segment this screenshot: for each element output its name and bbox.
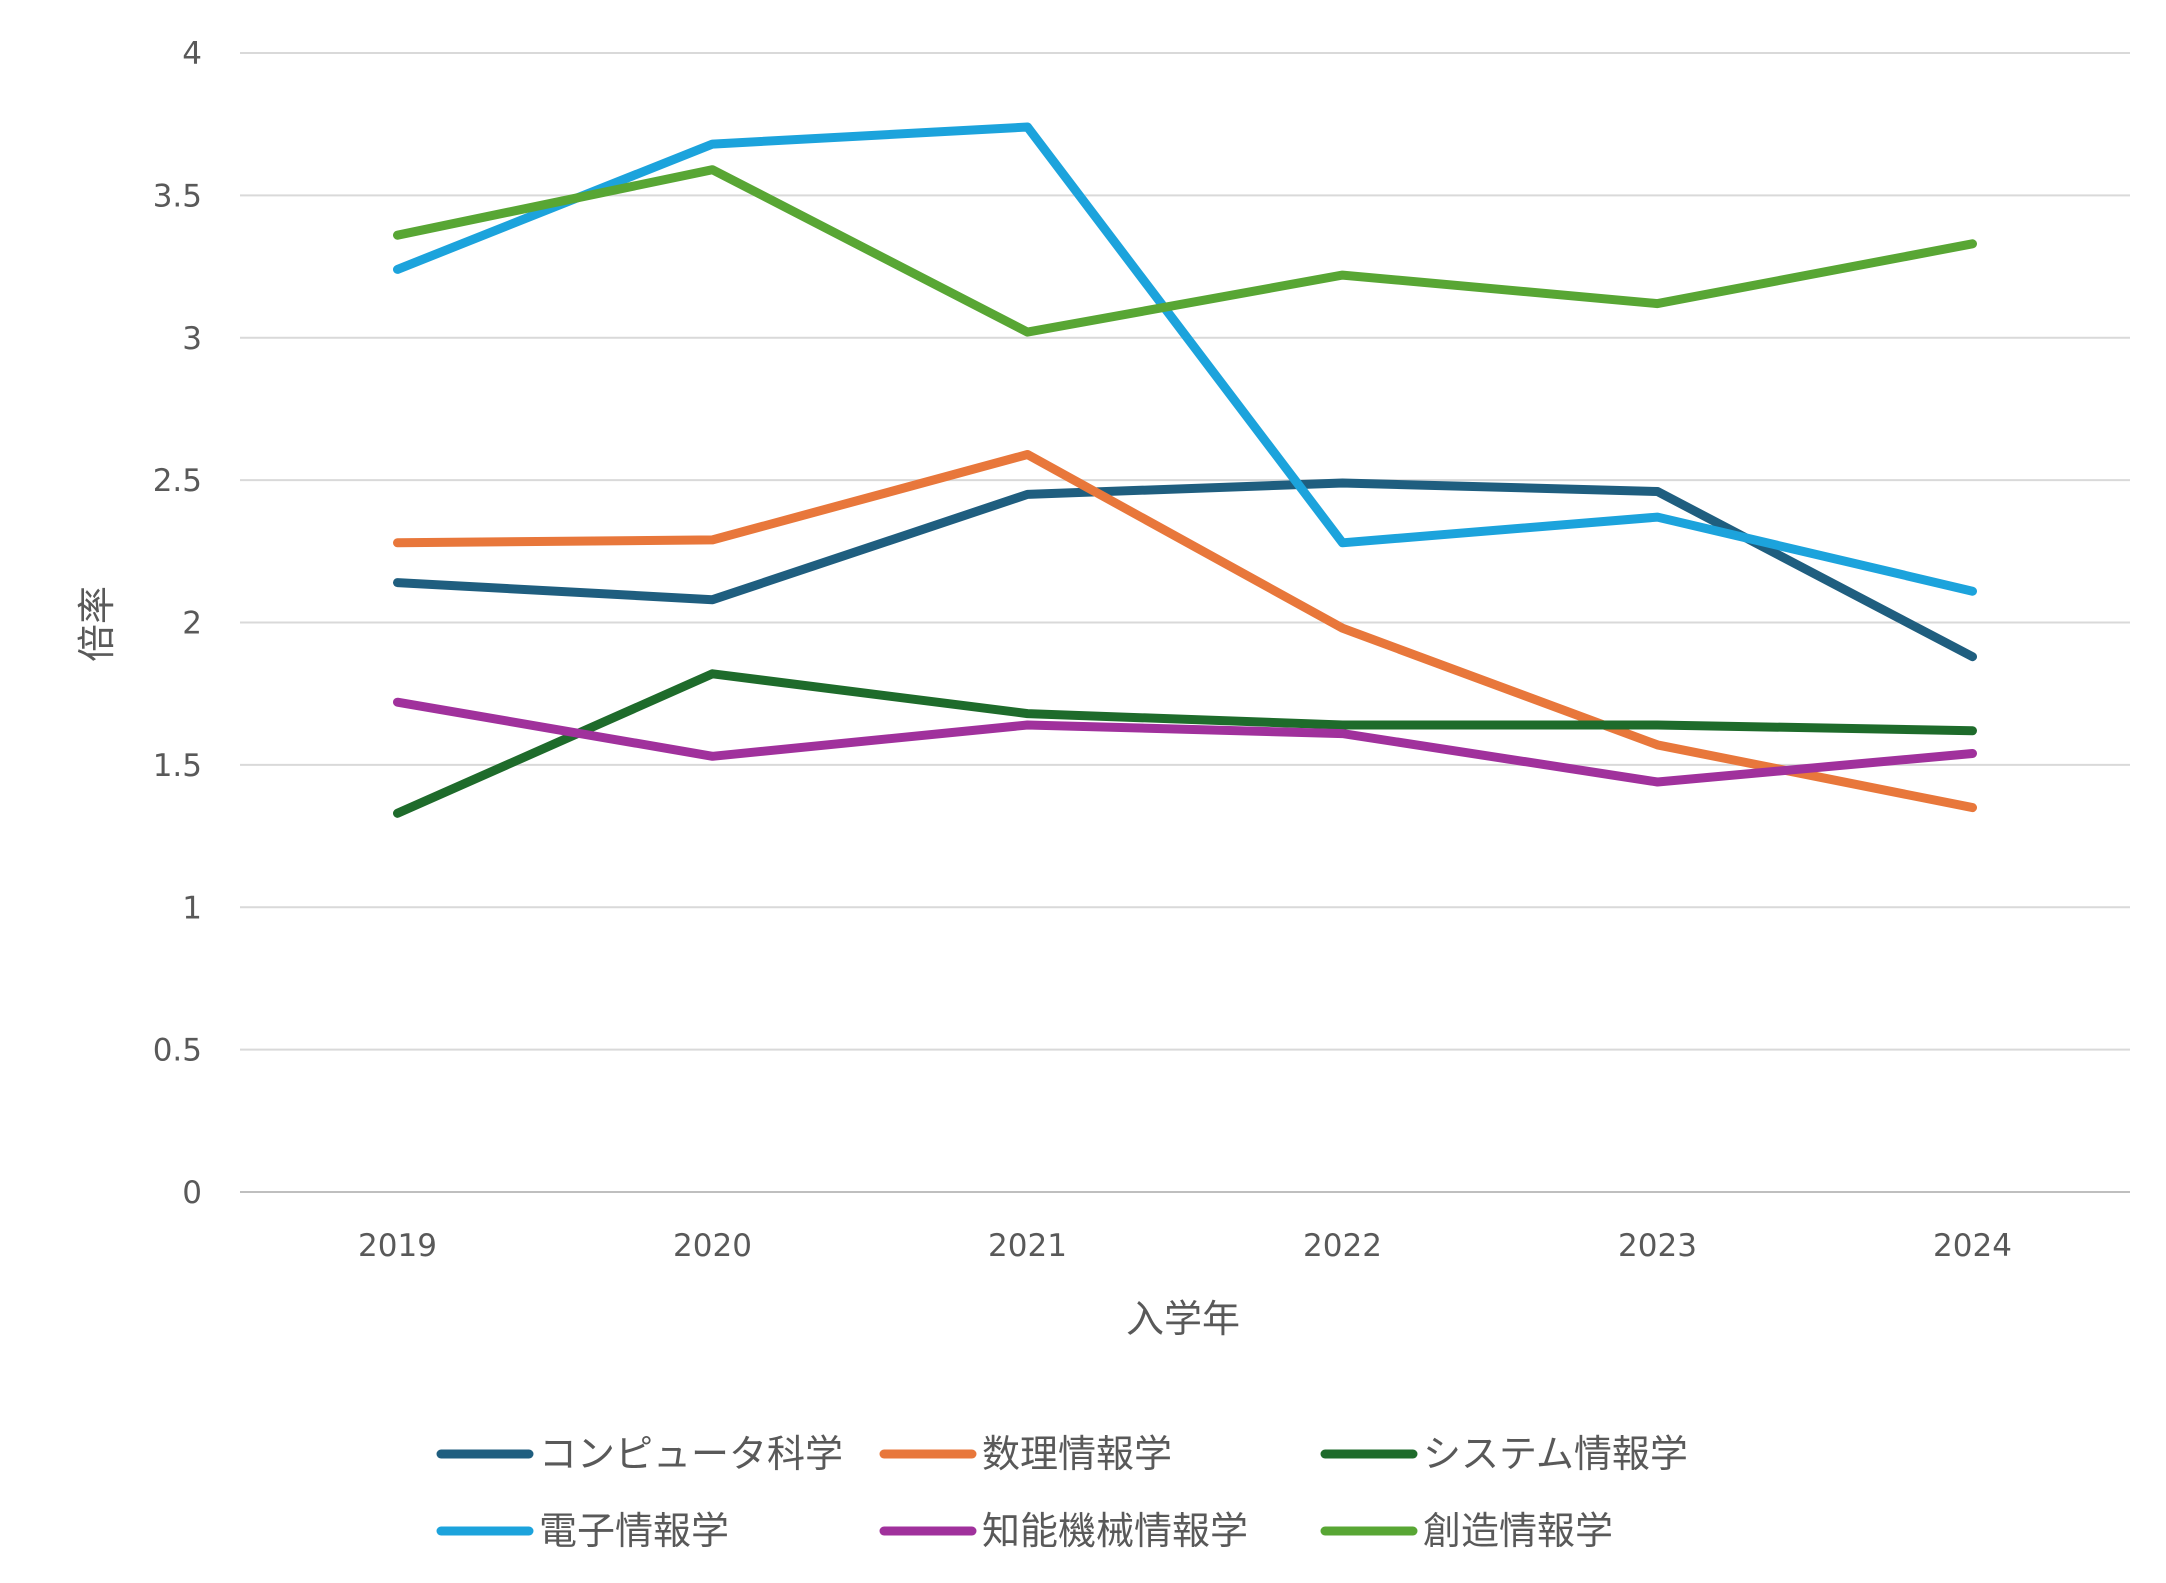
legend-label: 知能機械情報学 xyxy=(982,1509,1248,1553)
series-line-6 xyxy=(393,165,1977,337)
y-tick-label: 3 xyxy=(182,321,202,357)
series-line-2 xyxy=(393,450,1977,813)
legend-label: 創造情報学 xyxy=(1423,1509,1613,1553)
legend-label: 数理情報学 xyxy=(982,1432,1172,1476)
series-line-5 xyxy=(393,697,1977,787)
x-axis-ticks: 2019 2020 2021 2022 2023 2024 xyxy=(358,1228,2012,1264)
series-lines xyxy=(393,122,1977,818)
y-tick-label: 4 xyxy=(182,36,202,72)
y-axis-ticks: 0 0.5 1 1.5 2 2.5 3 3.5 4 xyxy=(153,36,202,1211)
y-tick-label: 3.5 xyxy=(153,178,202,214)
legend-label: コンピュータ科学 xyxy=(539,1432,843,1476)
y-tick-label: 1 xyxy=(182,890,202,926)
series-line-3 xyxy=(393,669,1977,818)
series-line-4 xyxy=(393,122,1977,596)
gridlines xyxy=(240,52,2130,1193)
y-tick-label: 0.5 xyxy=(153,1033,202,1069)
legend-label: 電子情報学 xyxy=(539,1509,729,1553)
x-axis-title: 入学年 xyxy=(1126,1297,1240,1341)
x-tick-label: 2019 xyxy=(358,1228,437,1264)
series-line-1 xyxy=(393,478,1977,662)
x-tick-label: 2021 xyxy=(988,1228,1067,1264)
x-tick-label: 2023 xyxy=(1618,1228,1697,1264)
y-tick-label: 2 xyxy=(182,606,202,642)
y-tick-label: 0 xyxy=(182,1175,202,1211)
x-tick-label: 2020 xyxy=(673,1228,752,1264)
legend-label: システム情報学 xyxy=(1423,1432,1688,1476)
y-axis-title: 倍率 xyxy=(75,586,119,662)
x-tick-label: 2024 xyxy=(1933,1228,2012,1264)
y-tick-label: 2.5 xyxy=(153,463,202,499)
x-tick-label: 2022 xyxy=(1303,1228,1382,1264)
y-tick-label: 1.5 xyxy=(153,748,202,784)
